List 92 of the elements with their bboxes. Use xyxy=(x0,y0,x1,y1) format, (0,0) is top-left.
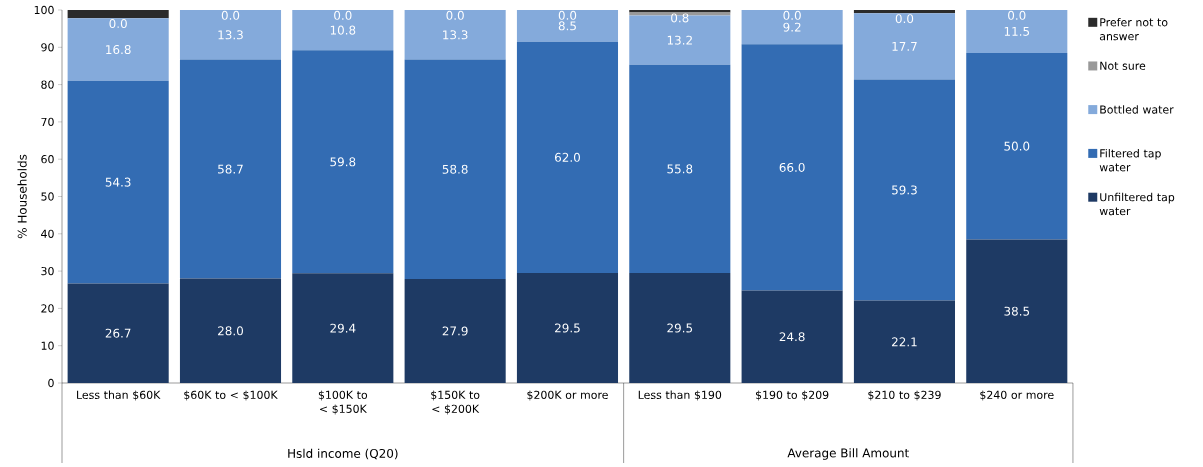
bar xyxy=(853,79,955,301)
data-label: 38.5 xyxy=(1004,306,1030,316)
data-label: 58.7 xyxy=(218,164,243,174)
bar xyxy=(966,10,1068,53)
bar xyxy=(404,59,506,279)
data-label: 17.7 xyxy=(892,42,917,51)
bar xyxy=(179,59,282,279)
data-label: 10.8 xyxy=(330,25,356,35)
y-tick-label: 60 xyxy=(41,155,54,164)
bar xyxy=(516,10,619,42)
bar xyxy=(853,300,955,383)
x-tick-label: $210 to $239 xyxy=(868,390,941,401)
bar xyxy=(67,18,169,81)
text: Hsld income (Q20) xyxy=(288,448,398,460)
x-tick-label: $190 to $209 xyxy=(755,390,829,401)
bar xyxy=(292,10,394,51)
data-label: 59.8 xyxy=(330,157,356,167)
bar xyxy=(741,10,843,45)
data-label: 29.4 xyxy=(330,323,356,333)
data-label: 13.2 xyxy=(667,35,692,45)
y-tick-label: 90 xyxy=(41,43,54,52)
bar xyxy=(966,239,1068,383)
data-label: 0.0 xyxy=(446,10,464,20)
x-tick-label: $100K to < $150K xyxy=(318,390,368,415)
x-tick-label: Less than $190 xyxy=(638,390,722,401)
data-label: 0.0 xyxy=(1008,10,1026,20)
data-label: 9.2 xyxy=(783,22,801,32)
data-label: 11.5 xyxy=(1004,27,1030,36)
y-tick-label: 100 xyxy=(34,5,54,15)
data-label: 66.0 xyxy=(779,162,805,172)
x-tick-label: $200K or more xyxy=(527,390,608,401)
data-label: 50.0 xyxy=(1004,141,1030,151)
bar xyxy=(629,64,731,273)
text: Average Bill Amount xyxy=(787,448,909,460)
x-tick-label: Less than $60K xyxy=(77,390,161,401)
data-label: 59.3 xyxy=(892,185,917,195)
bar xyxy=(67,10,169,19)
data-label: 26.7 xyxy=(105,328,131,338)
data-label: 54.3 xyxy=(105,177,131,187)
data-label: 0.0 xyxy=(895,14,914,24)
legend-label: Prefer not to answer xyxy=(1099,17,1168,41)
data-label: 58.8 xyxy=(442,164,468,174)
bar xyxy=(179,10,282,60)
bar xyxy=(516,41,619,273)
bar xyxy=(67,80,169,284)
data-label: 0.0 xyxy=(221,10,240,20)
y-axis-title: % Households xyxy=(17,154,27,239)
x-tick-label: $150K to < $200K xyxy=(431,390,480,415)
data-label: 13.3 xyxy=(218,30,243,40)
x-tick-label: $240 or more xyxy=(980,390,1054,401)
data-label: 0.0 xyxy=(558,10,577,20)
data-label: 62.0 xyxy=(554,152,580,162)
y-tick-label: 70 xyxy=(41,117,54,127)
legend-label: Unfiltered tap water xyxy=(1099,192,1175,216)
bar xyxy=(404,278,506,383)
y-tick-label: 50 xyxy=(41,192,54,201)
data-label: 0.0 xyxy=(109,19,127,29)
y-tick-label: 0 xyxy=(48,378,54,388)
bar xyxy=(741,290,843,383)
bar xyxy=(179,278,282,383)
bar xyxy=(67,283,169,383)
data-label: 16.8 xyxy=(106,45,131,55)
legend-label: Filtered tap water xyxy=(1099,148,1161,172)
data-label: 29.5 xyxy=(555,323,580,333)
data-label: 0.0 xyxy=(783,10,801,20)
data-label: 22.1 xyxy=(892,337,917,347)
y-tick-label: 30 xyxy=(41,266,54,276)
bar xyxy=(404,10,506,60)
data-label: 55.8 xyxy=(667,164,693,174)
bar xyxy=(741,44,843,291)
bar xyxy=(966,52,1068,240)
x-tick-label: $60K to < $100K xyxy=(184,390,278,401)
y-tick-label: 20 xyxy=(41,304,54,313)
legend-label: Bottled water xyxy=(1100,105,1174,114)
bar xyxy=(292,273,394,383)
y-tick-label: 40 xyxy=(41,229,54,238)
data-label: 28.0 xyxy=(218,326,243,336)
y-tick-label: 10 xyxy=(41,341,54,350)
bar xyxy=(292,50,394,274)
data-label: 27.9 xyxy=(442,326,468,336)
bar xyxy=(516,272,619,383)
bar xyxy=(853,13,955,80)
data-label: 24.8 xyxy=(779,332,805,342)
legend-label: Not sure xyxy=(1100,61,1146,70)
data-label: 0.8 xyxy=(671,13,689,23)
bar xyxy=(629,272,731,383)
data-label: 0.0 xyxy=(334,10,352,20)
bar xyxy=(629,15,731,65)
data-label: 13.3 xyxy=(443,30,468,40)
data-label: 8.5 xyxy=(558,21,576,31)
y-tick-label: 80 xyxy=(41,80,54,89)
data-label: 29.5 xyxy=(667,323,693,333)
